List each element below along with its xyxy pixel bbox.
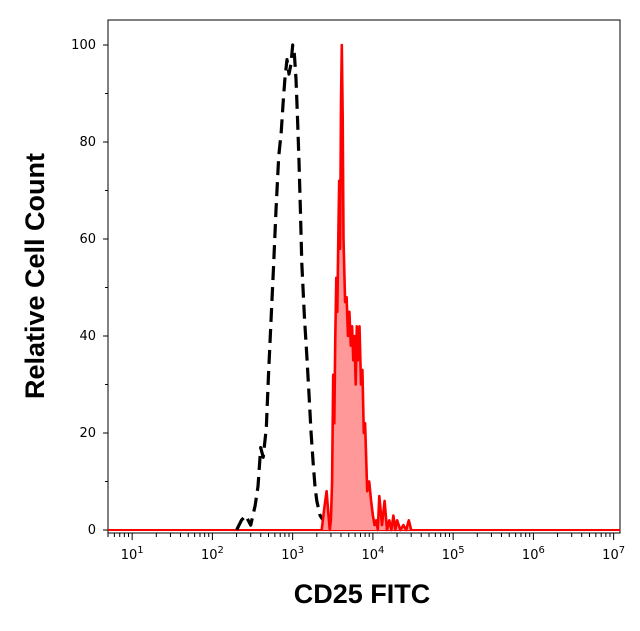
stained-histogram-fill <box>321 45 412 530</box>
x-tick-label: 104 <box>361 545 384 563</box>
series-layer <box>108 43 620 532</box>
y-axis-title: Relative Cell Count <box>20 153 50 399</box>
control-histogram-line <box>235 43 333 532</box>
x-tick-label: 101 <box>121 545 144 563</box>
x-tick-label: 107 <box>602 545 625 563</box>
y-tick-label: 20 <box>79 426 96 441</box>
x-tick-label: 103 <box>281 545 304 563</box>
stained-histogram-line <box>320 43 413 532</box>
y-tick-label: 40 <box>79 329 96 344</box>
x-tick-label: 102 <box>201 545 224 563</box>
y-axis: 0 20 40 60 80 100 <box>71 38 108 538</box>
y-tick-label: 60 <box>79 232 96 247</box>
y-tick-label: 80 <box>79 135 96 150</box>
x-axis-title: CD25 FITC <box>294 579 431 609</box>
y-tick-label: 100 <box>71 38 96 53</box>
x-axis: 101 102 103 104 105 106 107 <box>107 533 625 563</box>
x-tick-label: 106 <box>522 545 545 563</box>
x-tick-label: 105 <box>442 545 465 563</box>
y-tick-label: 0 <box>88 523 96 538</box>
